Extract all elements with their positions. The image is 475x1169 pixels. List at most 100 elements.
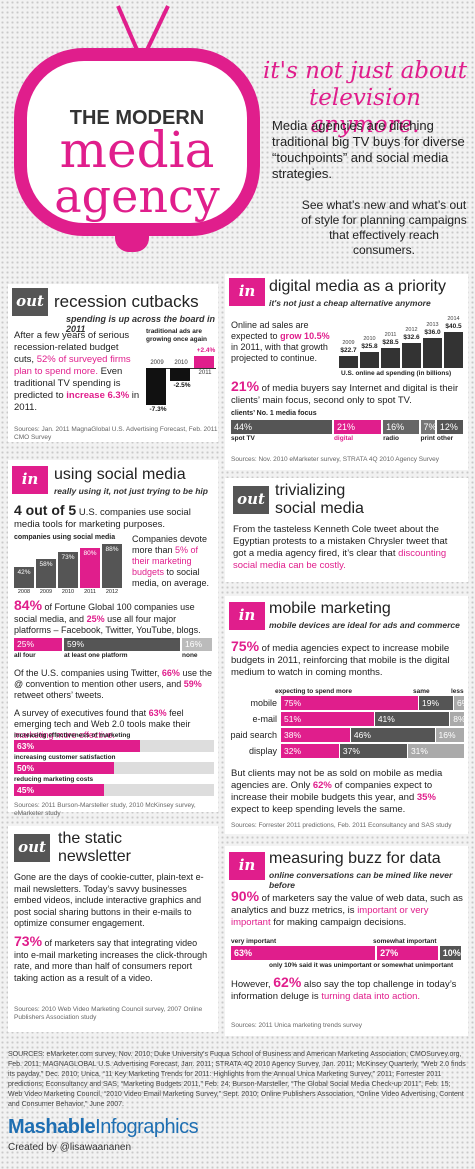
mobile-segment: 51% — [281, 712, 374, 726]
online-year: 2012 — [405, 326, 418, 333]
focus-category: spot TV — [231, 435, 255, 442]
intro-text: Media agencies are ditching traditional … — [272, 118, 465, 181]
focus-segment: 12% — [436, 420, 463, 434]
trad-value: -7.3% — [149, 405, 167, 413]
online-ad-spending-chart: $22.7 2009 $25.8 2010 $28.5 2011 $32.6 2012 $36.… — [339, 310, 465, 368]
companies-using-social-chart: 42% 2008 58% 2009 73% 2010 80% 2011 88% 2012 — [14, 542, 126, 596]
social-chart-label: companies using social media — [14, 534, 116, 541]
hook-line1: it's not just about — [263, 58, 467, 84]
buzz-segment: 10% — [439, 946, 461, 960]
tv-frame: THE MODERN media agency — [14, 48, 260, 236]
mobile-source: Sources: Forrester 2011 predictions, Feb… — [231, 822, 452, 829]
mobile-segment: 19% — [419, 696, 453, 710]
tv-antenna-icon — [116, 5, 170, 52]
social-bar: 80% — [80, 548, 100, 588]
trivial-text: From the tasteless Kenneth Cole tweet ab… — [233, 524, 448, 571]
online-bar — [360, 351, 379, 368]
online-year: 2011 — [384, 332, 397, 339]
digital-subtitle: it's not just a cheap alternative anymor… — [269, 298, 431, 308]
digital-stat-text: 21% of media buyers say Internet and dig… — [231, 378, 459, 406]
trivial-title: trivializing social media — [275, 482, 364, 517]
online-value: $28.5 — [382, 339, 399, 347]
online-bar — [339, 356, 358, 368]
newsletter-stat-text: 73% of marketers say that integrating vi… — [14, 933, 208, 983]
mobile-segment: 75% — [281, 696, 418, 710]
social-bar: 88% — [102, 544, 122, 588]
mashable-logo: MashableInfographics — [8, 1116, 199, 1139]
exec-label: increasing effectiveness of marketing — [14, 732, 131, 739]
social-subtitle: really using it, not just trying to be h… — [54, 486, 208, 496]
focus-segment: 21% — [333, 420, 382, 434]
credit-text: Created by @lisawaananen — [8, 1142, 132, 1153]
social-bar: 58% — [36, 559, 56, 588]
brand-bold: Mashable — [8, 1116, 96, 1138]
unimportant-label: only 10% said it was unimportant or some… — [269, 962, 454, 969]
mobile-segment: 37% — [339, 744, 407, 758]
buzz-source: Sources: 2011 Unica marketing trends sur… — [231, 1022, 363, 1029]
online-bar — [402, 342, 421, 368]
digital-text: Online ad sales are expected to grow 10.… — [231, 320, 330, 363]
out-tag: out — [233, 486, 269, 514]
social-source: Sources: 2011 Burson-Marsteller study, 2… — [14, 802, 196, 817]
recession-subtitle: spending is up across the board in 2011 — [66, 314, 216, 334]
survey-text: A survey of executives found that 63% fe… — [14, 708, 191, 740]
intro-text-2: See what’s new and what’s out of style f… — [301, 198, 467, 257]
traditional-chart-label: traditional ads are growing once again — [146, 328, 208, 343]
out-tag: out — [14, 834, 50, 862]
digital-source: Sources: Nov. 2010 eMarketer survey, STR… — [231, 456, 439, 463]
newsletter-source: Sources: 2010 Web Video Marketing Counci… — [14, 1006, 203, 1021]
mobile-segment: 38% — [281, 728, 350, 742]
social-bar: 73% — [58, 551, 78, 588]
online-year: 2013 — [426, 321, 439, 328]
devote-text: Companies devote more than 5% of their m… — [132, 534, 210, 588]
social-title: using social media — [54, 466, 186, 483]
focus-segment: 44% — [231, 420, 332, 434]
recession-source: Sources: Jan. 2011 MagnaGlobal U.S. Adve… — [14, 426, 218, 441]
online-bar — [423, 337, 442, 368]
focus-category: radio — [383, 435, 399, 442]
online-value: $40.5 — [445, 322, 462, 330]
platform-category: at least one platform — [64, 652, 128, 659]
social-bar: 42% — [14, 567, 34, 588]
exec-label: reducing marketing costs — [14, 776, 94, 783]
buzz-subtitle: online conversations can be mined like n… — [269, 870, 453, 890]
social-panel: in using social media really using it, n… — [8, 460, 218, 817]
online-bar — [381, 348, 400, 368]
social-year: 2011 — [84, 589, 96, 595]
mobile-clients-text: But clients may not be as sold on mobile… — [231, 768, 443, 815]
online-bar — [444, 331, 463, 368]
mobile-segment: 16% — [435, 728, 464, 742]
online-chart-label: U.S. online ad spending (in billions) — [341, 370, 452, 377]
buzz-segment: 63% — [231, 946, 376, 960]
col-more-label: expecting to spend more — [275, 688, 352, 695]
exec-bar: 45% — [14, 784, 104, 796]
online-value: $32.6 — [403, 333, 420, 341]
tv-stand — [115, 236, 149, 252]
focus-category: other — [436, 435, 454, 442]
buzz-stat-text: 90% of marketers say the value of web da… — [231, 888, 463, 928]
mobile-panel: in mobile marketing mobile devices are i… — [225, 596, 468, 834]
media-focus-chart: 44% spot TV 21% digital 16% radio 7% print 12% ot… — [231, 420, 465, 444]
footer-sources: SOURCES: eMarketer.com survey, Nov. 2010… — [8, 1051, 466, 1108]
newsletter-panel: out the static newsletter Gone are the d… — [8, 826, 218, 1032]
platform-category: all four — [14, 652, 36, 659]
hook-line2: television anymore. — [309, 85, 421, 138]
social-year: 2010 — [61, 589, 75, 595]
mobile-category: e-mail — [252, 714, 277, 724]
mobile-segment: 46% — [350, 728, 435, 742]
web-data-value-chart: 63% 27% 10% — [231, 946, 463, 960]
recession-title: recession cutbacks — [54, 292, 199, 311]
fortune-text: 84% of Fortune Global 100 companies use … — [14, 597, 201, 635]
mobile-subtitle: mobile devices are ideal for ads and com… — [269, 620, 460, 630]
trad-value: +2.4% — [196, 347, 216, 354]
trad-year: 2011 — [198, 370, 212, 376]
mobile-stat-text: 75% of media agencies expect to increase… — [231, 638, 450, 678]
exec-bar: 63% — [14, 740, 140, 752]
focus-segment: 7% — [420, 420, 437, 434]
trad-bar — [170, 368, 190, 381]
executives-survey-chart: increasing effectiveness of marketing 63%… — [14, 732, 214, 798]
recession-text: After a few years of serious recession-r… — [14, 330, 140, 413]
hook-headline: it's not just about television anymore. — [262, 58, 468, 139]
trad-bar — [146, 368, 166, 405]
twitter-text: Of the U.S. companies using Twitter, 66%… — [14, 668, 212, 700]
